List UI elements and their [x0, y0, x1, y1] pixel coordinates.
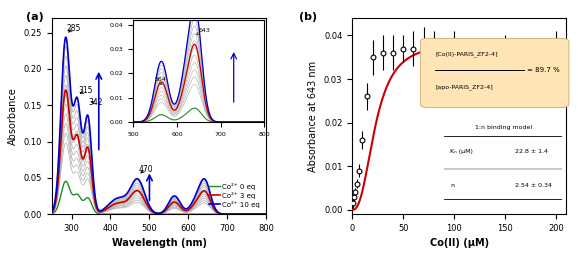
Co²⁺ 0 eq — [71, 193, 77, 196]
Co²⁺ 3 eq — [49, 211, 55, 214]
Co²⁺ 3 eq — [143, 203, 150, 206]
Co²⁺ 0 eq — [243, 213, 250, 216]
Y-axis label: Absorbance: Absorbance — [8, 87, 18, 145]
Co²⁺ 0 eq — [49, 212, 55, 215]
Line: Co²⁺ 3 eq: Co²⁺ 3 eq — [52, 90, 266, 214]
Co²⁺ 0 eq — [135, 213, 142, 216]
Co²⁺ 0 eq — [220, 213, 227, 216]
Co²⁺ 3 eq — [135, 190, 142, 193]
Co²⁺ 10 eq — [263, 213, 270, 216]
Co²⁺ 0 eq — [143, 213, 150, 216]
Co²⁺ 3 eq — [216, 212, 223, 215]
Co²⁺ 0 eq — [216, 213, 223, 216]
Co²⁺ 3 eq — [263, 213, 270, 216]
Text: 342: 342 — [88, 98, 103, 107]
Co²⁺ 3 eq — [62, 88, 69, 92]
Text: (a): (a) — [26, 12, 44, 22]
Text: 285: 285 — [66, 24, 81, 33]
Co²⁺ 10 eq — [71, 103, 77, 106]
Co²⁺ 3 eq — [220, 213, 227, 216]
Co²⁺ 3 eq — [71, 137, 77, 140]
Line: Co²⁺ 10 eq: Co²⁺ 10 eq — [52, 37, 266, 214]
Y-axis label: Absorbance at 643 nm: Absorbance at 643 nm — [308, 61, 318, 172]
Co²⁺ 0 eq — [62, 180, 69, 183]
Co²⁺ 10 eq — [220, 213, 227, 216]
Text: (b): (b) — [298, 12, 317, 22]
Text: 470: 470 — [139, 165, 153, 174]
Line: Co²⁺ 0 eq: Co²⁺ 0 eq — [52, 181, 266, 214]
Legend: Co²⁺ 0 eq, Co²⁺ 3 eq, Co²⁺ 10 eq: Co²⁺ 0 eq, Co²⁺ 3 eq, Co²⁺ 10 eq — [206, 180, 263, 211]
Co²⁺ 10 eq — [49, 210, 55, 213]
Co²⁺ 10 eq — [143, 198, 150, 201]
Co²⁺ 10 eq — [135, 178, 142, 181]
Co²⁺ 10 eq — [62, 36, 69, 39]
Text: 315: 315 — [78, 86, 92, 95]
Co²⁺ 10 eq — [216, 212, 223, 215]
Co²⁺ 3 eq — [196, 194, 203, 197]
X-axis label: Wavelength (nm): Wavelength (nm) — [112, 238, 207, 248]
Co²⁺ 10 eq — [196, 184, 203, 187]
Co²⁺ 0 eq — [196, 213, 203, 216]
Co²⁺ 0 eq — [263, 213, 270, 216]
X-axis label: Co(II) (μM): Co(II) (μM) — [429, 238, 489, 248]
